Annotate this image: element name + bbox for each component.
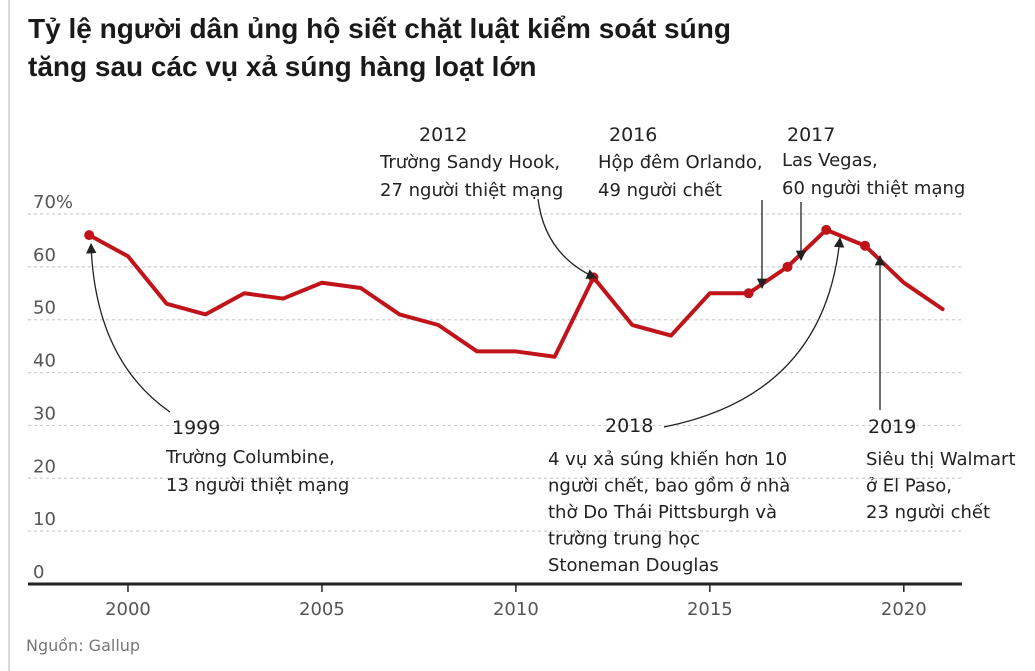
chart-title: Tỷ lệ người dân ủng hộ siết chặt luật ki…	[28, 10, 848, 86]
annotation-year-2016: 2016	[609, 124, 657, 146]
annotation-text-2018-line-5: Stoneman Douglas	[548, 555, 719, 576]
annotation-2017: 2017 Las Vegas, 60 người thiệt mạng	[782, 124, 965, 262]
y-tick-label-60: 60	[33, 245, 56, 266]
data-point-2016	[743, 288, 754, 299]
annotations: 1999 Trường Columbine, 13 người thiệt mạng…	[86, 124, 1016, 576]
y-tick-label-10: 10	[33, 509, 56, 530]
annotation-text-2017-line-1: Las Vegas,	[782, 150, 878, 171]
annotation-arrow-2018	[663, 236, 845, 428]
annotation-2012: 2012 Trường Sandy Hook, 27 người thiệt mạn…	[379, 124, 597, 279]
x-tick-label-2010: 2010	[493, 599, 539, 620]
y-tick-label-40: 40	[33, 351, 56, 372]
annotation-text-2012-line-2: 27 người thiệt mạng	[380, 180, 563, 201]
title-line-2: tăng sau các vụ xả súng hàng loạt lớn	[28, 51, 537, 82]
data-point-2018	[821, 224, 832, 235]
annotation-text-2018-line-2: người chết, bao gồm ở nhà	[548, 476, 790, 497]
annotation-text-2018-line-1: 4 vụ xả súng khiến hơn 10	[548, 449, 787, 470]
annotation-text-2016-line-2: 49 người chết	[598, 180, 722, 201]
annotation-text-2017-line-2: 60 người thiệt mạng	[782, 178, 965, 199]
annotation-text-2019-line-3: 23 người chết	[866, 502, 990, 523]
y-tick-label-50: 50	[33, 298, 56, 319]
data-point-2017	[782, 261, 793, 272]
annotation-text-2016-line-1: Hộp đêm Orlando,	[598, 152, 763, 173]
annotation-year-2012: 2012	[419, 124, 467, 146]
y-tick-label-70: 70%	[33, 192, 73, 213]
annotation-text-2012-line-1: Trường Sandy Hook,	[379, 152, 560, 173]
annotation-text-2019-line-1: Siêu thị Walmart	[866, 449, 1016, 470]
y-tick-label-0: 0	[33, 562, 44, 583]
y-tick-label-20: 20	[33, 456, 56, 477]
data-series	[84, 224, 945, 359]
annotation-year-2018: 2018	[605, 415, 653, 437]
x-tick-label-2020: 2020	[881, 599, 927, 620]
annotation-arrow-2012	[537, 198, 597, 279]
annotation-2016: 2016 Hộp đêm Orlando, 49 người chết	[598, 124, 768, 290]
annotation-1999: 1999 Trường Columbine, 13 người thiệt mạng	[86, 242, 349, 496]
annotation-2019: 2019 Siêu thị Walmart ở El Paso, 23 người c…	[866, 254, 1016, 523]
annotation-year-2017: 2017	[787, 124, 835, 146]
data-point-2019	[860, 240, 871, 251]
annotation-text-2018-line-3: thờ Do Thái Pittsburgh và	[548, 502, 777, 523]
series-line	[87, 227, 945, 359]
annotation-text-2018-line-4: trường trung học	[548, 529, 700, 550]
annotation-2018: 2018 4 vụ xả súng khiến hơn 10 người chết,…	[548, 236, 845, 576]
annotation-arrow-1999	[86, 242, 171, 413]
annotation-year-2019: 2019	[868, 416, 916, 438]
y-tick-label-30: 30	[33, 403, 56, 424]
x-tick-label-2015: 2015	[687, 599, 733, 620]
annotation-text-1999-line-2: 13 người thiệt mạng	[166, 475, 349, 496]
x-tick-label-2005: 2005	[299, 599, 345, 620]
data-point-1999	[84, 230, 95, 241]
left-border	[8, 0, 10, 671]
annotation-year-1999: 1999	[172, 417, 220, 439]
axes: 0 10 20 30 40 50 60 70% 2000 2005 2010 2015 2020	[28, 192, 962, 620]
source-note: Nguồn: Gallup	[26, 636, 141, 655]
annotation-text-1999-line-1: Trường Columbine,	[165, 447, 335, 468]
title-line-1: Tỷ lệ người dân ủng hộ siết chặt luật ki…	[28, 13, 731, 44]
annotation-text-2019-line-2: ở El Paso,	[866, 476, 952, 497]
x-tick-label-2000: 2000	[105, 599, 151, 620]
